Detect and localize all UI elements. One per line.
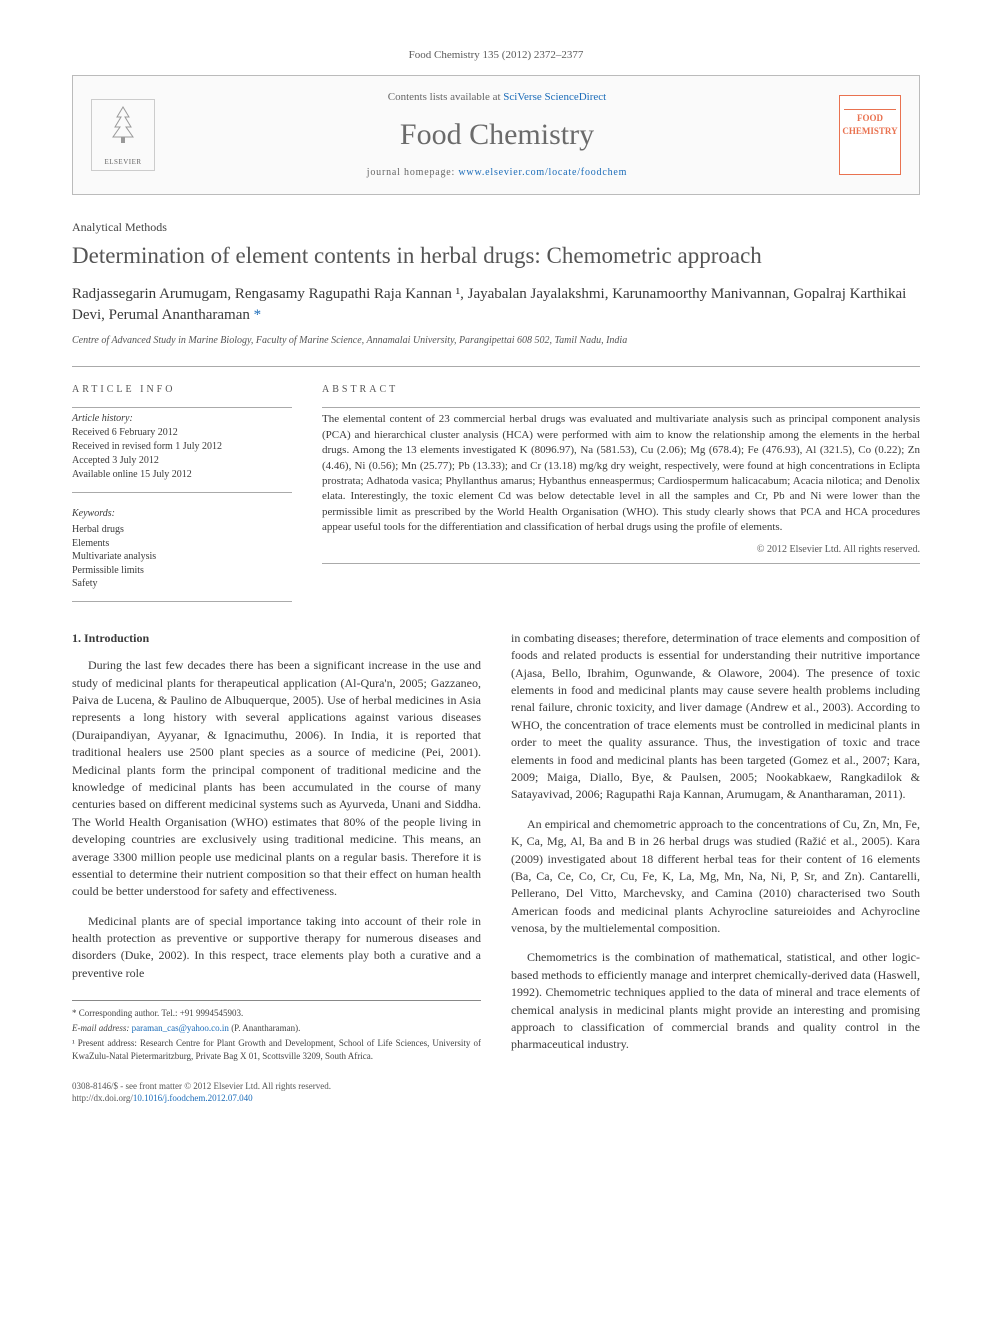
corresponding-author-link[interactable]: *	[254, 307, 262, 323]
sciencedirect-link[interactable]: SciVerse ScienceDirect	[503, 91, 606, 103]
cover-title-2: CHEMISTRY	[842, 127, 897, 136]
journal-header: ELSEVIER Contents lists available at Sci…	[72, 75, 920, 194]
history-revised: Received in revised form 1 July 2012	[72, 440, 292, 454]
section-1-heading: 1. Introduction	[72, 630, 481, 647]
cover-title-1: FOOD	[857, 114, 883, 123]
abstract-text: The elemental content of 23 commercial h…	[322, 412, 920, 535]
keyword: Elements	[72, 537, 292, 551]
issn-line: 0308-8146/$ - see front matter © 2012 El…	[72, 1080, 920, 1093]
contents-line: Contents lists available at SciVerse Sci…	[155, 90, 839, 105]
contents-prefix: Contents lists available at	[388, 91, 503, 103]
authors-list: Radjassegarin Arumugam, Rengasamy Ragupa…	[72, 284, 920, 326]
body-paragraph: in combating diseases; therefore, determ…	[511, 630, 920, 804]
footnote-present-address: ¹ Present address: Research Centre for P…	[72, 1037, 481, 1063]
authors-text: Radjassegarin Arumugam, Rengasamy Ragupa…	[72, 286, 906, 323]
homepage-prefix: journal homepage:	[367, 167, 459, 178]
journal-homepage-link[interactable]: www.elsevier.com/locate/foodchem	[458, 167, 627, 178]
email-suffix: (P. Anantharaman).	[229, 1023, 300, 1033]
journal-reference: Food Chemistry 135 (2012) 2372–2377	[72, 48, 920, 63]
footnote-email: E-mail address: paraman_cas@yahoo.co.in …	[72, 1022, 481, 1035]
journal-cover-thumb: FOOD CHEMISTRY	[839, 95, 901, 175]
body-paragraph: Chemometrics is the combination of mathe…	[511, 949, 920, 1053]
footnote-corresponding: * Corresponding author. Tel.: +91 999454…	[72, 1007, 481, 1020]
article-title: Determination of element contents in her…	[72, 242, 920, 271]
keyword: Multivariate analysis	[72, 550, 292, 564]
article-section-label: Analytical Methods	[72, 219, 920, 236]
history-label: Article history:	[72, 412, 292, 426]
doi-link[interactable]: 10.1016/j.foodchem.2012.07.040	[133, 1093, 253, 1103]
homepage-line: journal homepage: www.elsevier.com/locat…	[155, 166, 839, 180]
body-paragraph: During the last few decades there has be…	[72, 657, 481, 900]
email-link[interactable]: paraman_cas@yahoo.co.in	[132, 1023, 229, 1033]
history-online: Available online 15 July 2012	[72, 468, 292, 482]
history-received: Received 6 February 2012	[72, 426, 292, 440]
body-paragraph: An empirical and chemometric approach to…	[511, 816, 920, 938]
keyword: Safety	[72, 577, 292, 591]
abstract-copyright: © 2012 Elsevier Ltd. All rights reserved…	[322, 543, 920, 557]
keyword: Permissible limits	[72, 564, 292, 578]
tree-icon	[103, 103, 143, 158]
keywords-label: Keywords:	[72, 507, 292, 521]
affiliation: Centre of Advanced Study in Marine Biolo…	[72, 334, 920, 348]
elsevier-logo: ELSEVIER	[91, 99, 155, 171]
doi-label: http://dx.doi.org/	[72, 1093, 133, 1103]
history-accepted: Accepted 3 July 2012	[72, 454, 292, 468]
abstract-heading: ABSTRACT	[322, 383, 920, 397]
keyword: Herbal drugs	[72, 523, 292, 537]
article-info-heading: ARTICLE INFO	[72, 383, 292, 397]
elsevier-label: ELSEVIER	[104, 158, 141, 168]
email-label: E-mail address:	[72, 1023, 132, 1033]
body-paragraph: Medicinal plants are of special importan…	[72, 913, 481, 983]
journal-name: Food Chemistry	[155, 114, 839, 156]
